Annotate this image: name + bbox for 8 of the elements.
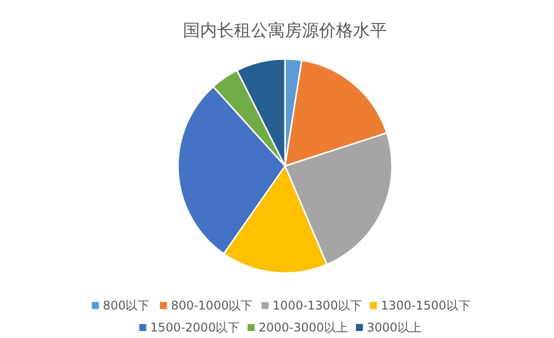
legend-label: 3000以上 bbox=[366, 320, 422, 334]
legend-label: 800-1000以下 bbox=[170, 298, 253, 312]
chart-title: 国内长租公寓房源价格水平 bbox=[183, 21, 387, 41]
legend-label: 1300-1500以下 bbox=[380, 298, 470, 312]
legend-label: 1500-2000以下 bbox=[150, 320, 240, 334]
legend-label: 1000-1300以下 bbox=[272, 298, 362, 312]
legend-label: 800以下 bbox=[102, 298, 150, 312]
legend-label: 2000-3000以上 bbox=[258, 320, 348, 334]
